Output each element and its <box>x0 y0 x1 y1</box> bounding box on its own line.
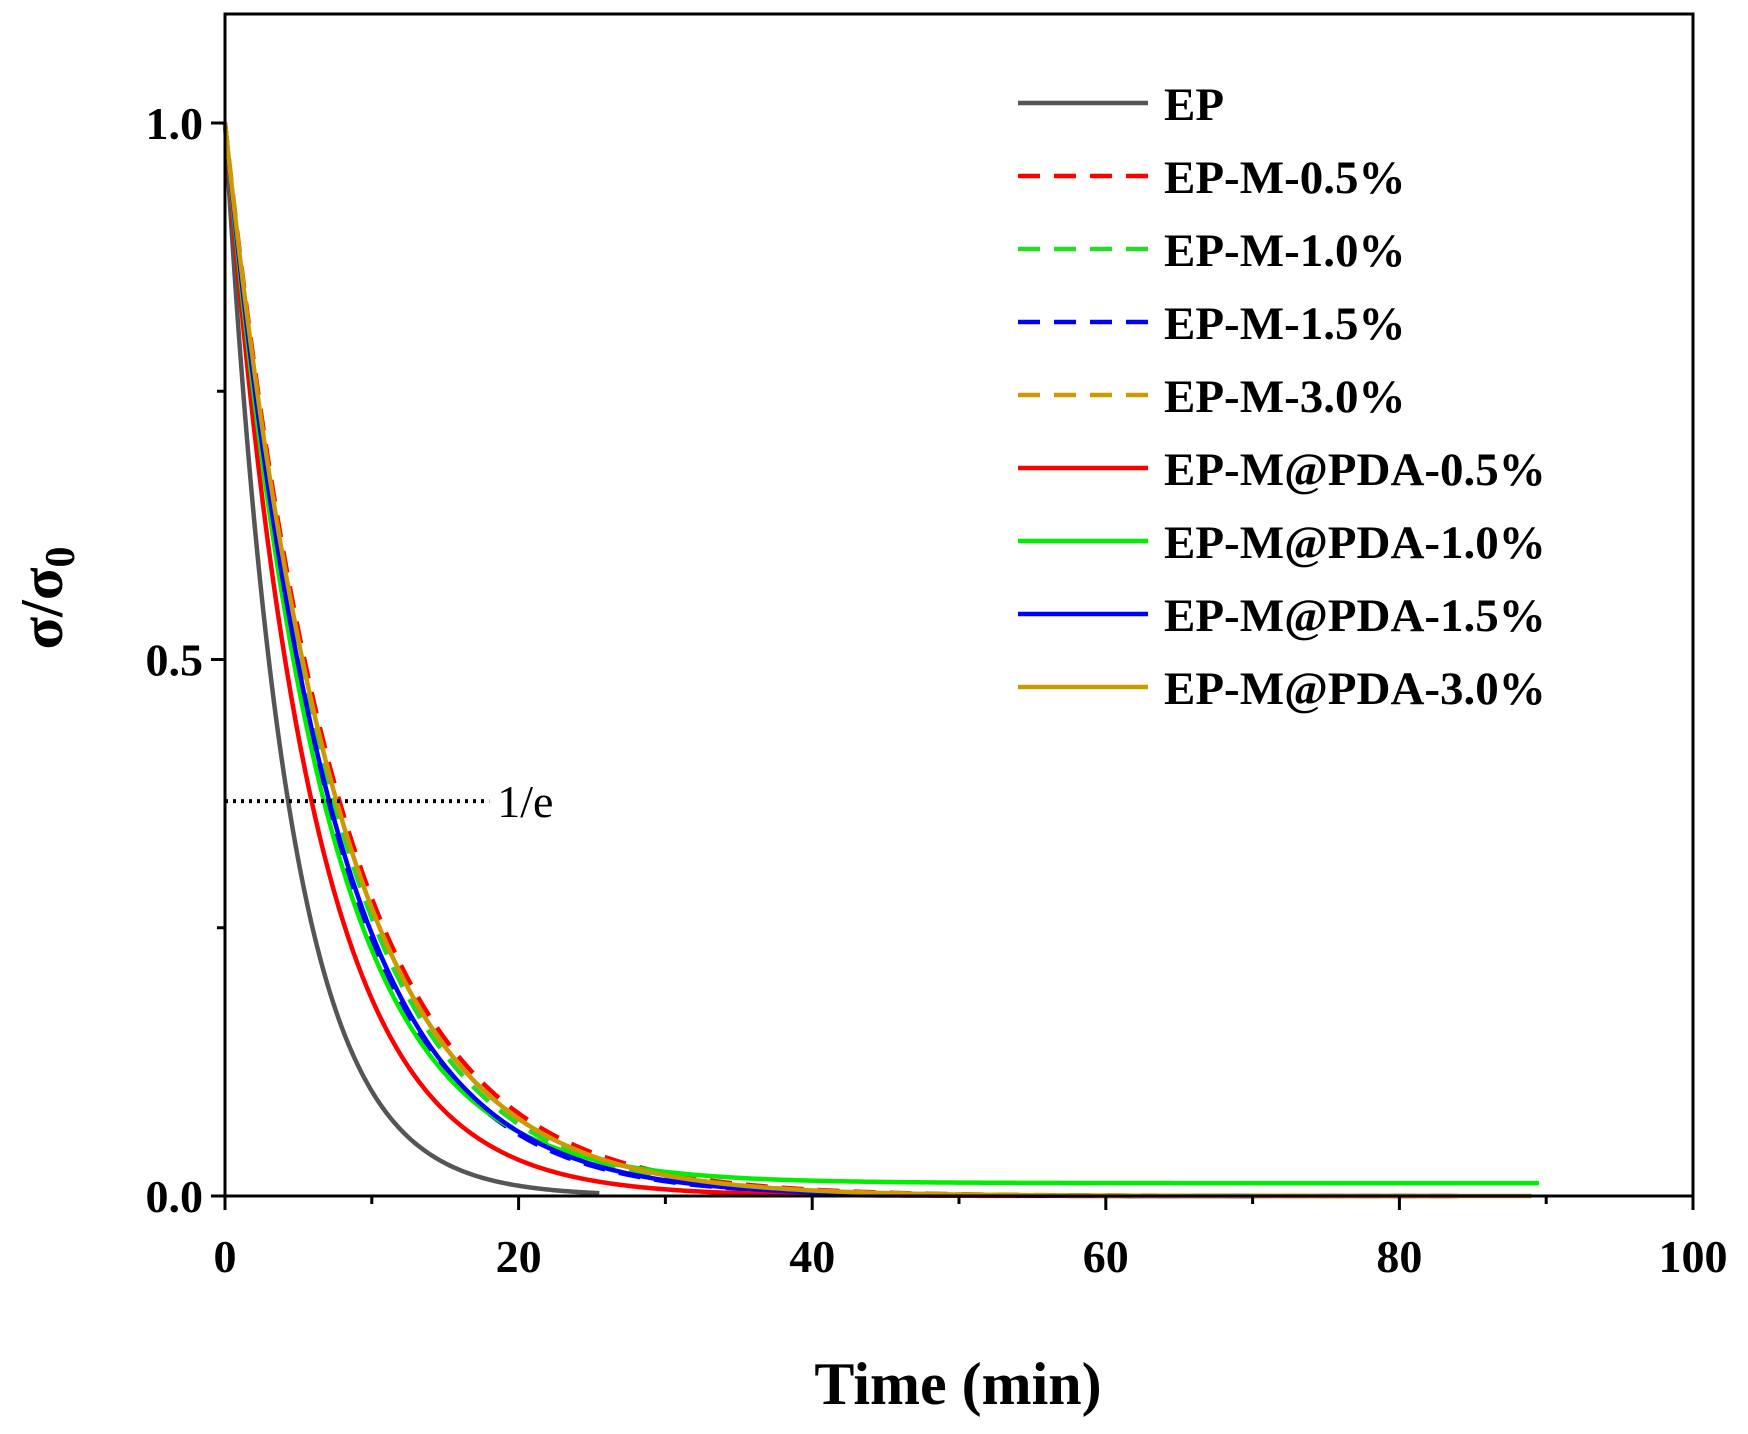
legend-label: EP-M@PDA-1.5% <box>1164 590 1546 642</box>
series-line-ep <box>222 122 601 1196</box>
legend-item: EP-M-1.5% <box>1018 298 1405 350</box>
y-axis-title-subscript: 0 <box>38 547 84 568</box>
series-line-ep-m-3-0- <box>222 122 1400 1199</box>
legend: EP EP-M-0.5% EP-M-1.0% EP-M-1.5% EP-M-3.0% EP… <box>1018 79 1546 715</box>
y-tick-label: 1.0 <box>146 98 204 149</box>
x-tick-label: 60 <box>1083 1231 1129 1282</box>
x-tick-label: 100 <box>1659 1231 1728 1282</box>
y-tick-label: 0.0 <box>146 1171 204 1222</box>
legend-item: EP-M@PDA-1.0% <box>1018 517 1546 569</box>
x-tick-label: 0 <box>214 1231 237 1282</box>
y-axis-title: σ/σ0 <box>9 547 84 650</box>
legend-item: EP <box>1018 79 1224 131</box>
series-line-ep-m-pda-1-0- <box>222 122 1539 1186</box>
legend-item: EP-M-3.0% <box>1018 371 1405 423</box>
legend-item: EP-M-0.5% <box>1018 152 1405 204</box>
legend-item: EP-M@PDA-0.5% <box>1018 444 1546 496</box>
series-line-ep-m-pda-1-5- <box>222 122 1253 1199</box>
legend-label: EP-M@PDA-0.5% <box>1164 444 1546 496</box>
legend-label: EP-M-3.0% <box>1164 371 1405 423</box>
x-tick-label: 80 <box>1376 1231 1422 1282</box>
x-axis-ticks: 0 20 40 60 80 100 <box>214 1196 1728 1282</box>
y-tick-label: 0.5 <box>146 635 204 686</box>
y-axis-title-main: σ/σ <box>9 567 75 649</box>
y-axis-ticks: 0.0 0.5 1.0 <box>146 98 225 1222</box>
plot-area: 1/e 0 20 40 60 80 100 0.0 0.5 1.0 <box>146 12 1728 1282</box>
legend-label: EP-M-0.5% <box>1164 152 1405 204</box>
one-over-e-label: 1/e <box>497 776 553 827</box>
x-tick-label: 40 <box>789 1231 835 1282</box>
legend-label: EP <box>1164 79 1224 131</box>
legend-item: EP-M@PDA-3.0% <box>1018 663 1546 715</box>
legend-item: EP-M@PDA-1.5% <box>1018 590 1546 642</box>
series-line-ep-m-1-0- <box>222 122 813 1194</box>
legend-item: EP-M-1.0% <box>1018 225 1405 277</box>
legend-label: EP-M@PDA-3.0% <box>1164 663 1546 715</box>
legend-label: EP-M-1.5% <box>1164 298 1405 350</box>
x-tick-label: 20 <box>496 1231 542 1282</box>
series-line-ep-m-1-5- <box>222 122 1253 1199</box>
x-axis-title: Time (min) <box>814 1351 1101 1417</box>
series-line-ep-m-0-5- <box>222 122 1459 1199</box>
series-layer <box>222 122 1539 1199</box>
series-line-ep-m-pda-0-5- <box>222 122 1459 1199</box>
legend-label: EP-M-1.0% <box>1164 225 1405 277</box>
legend-label: EP-M@PDA-1.0% <box>1164 517 1546 569</box>
